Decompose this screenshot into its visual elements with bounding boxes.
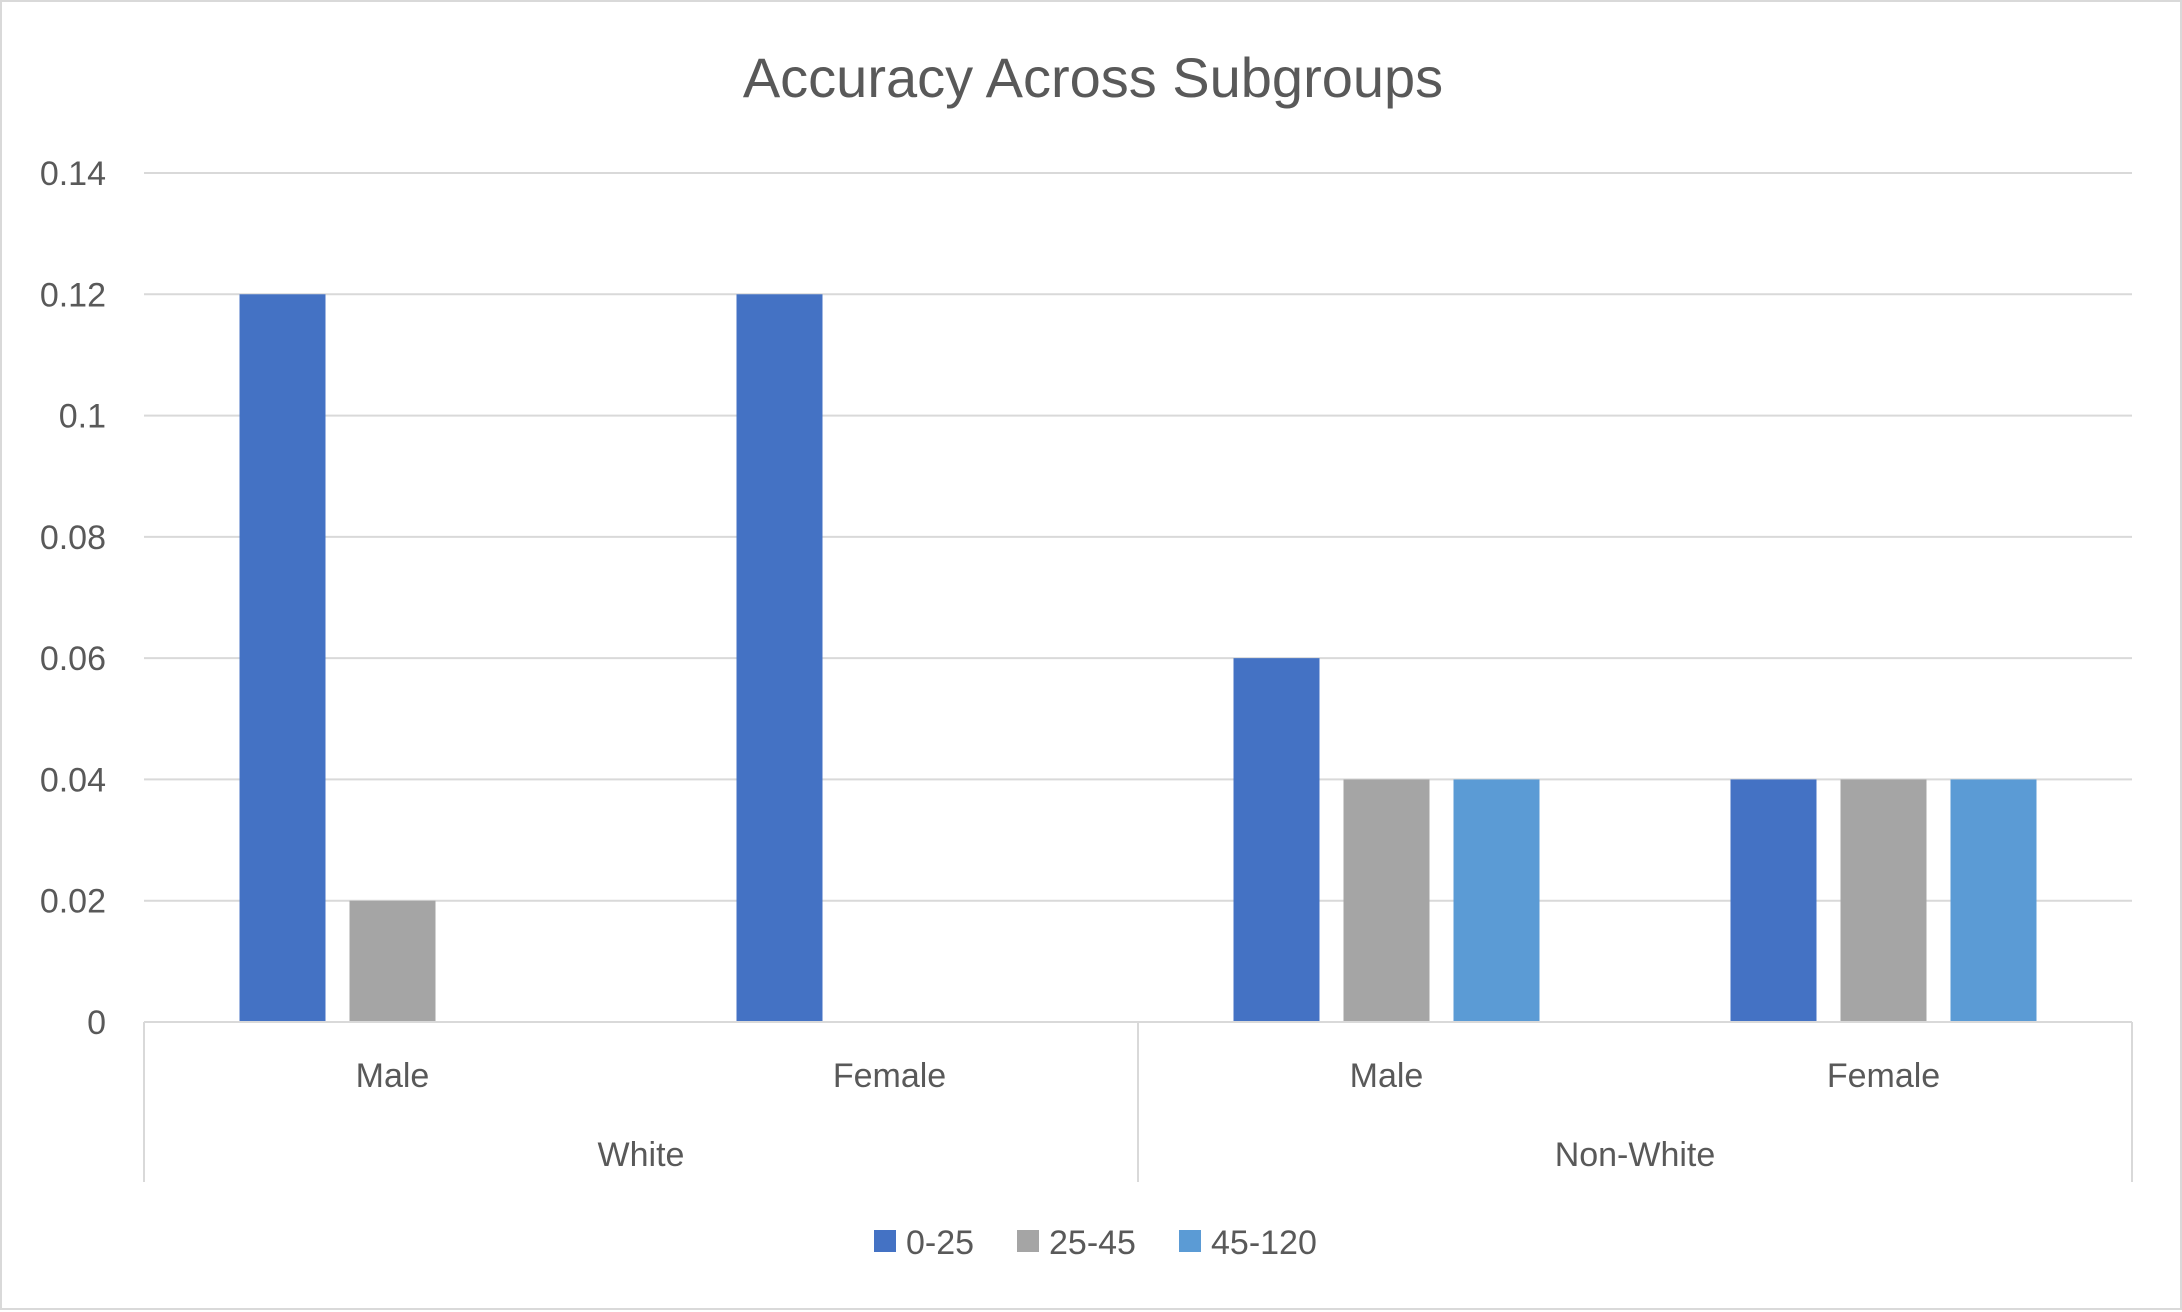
legend-swatch-0-25 (874, 1230, 896, 1252)
legend-label: 25-45 (1049, 1224, 1136, 1262)
bar-25-45-0 (349, 900, 436, 1022)
y-tick-label: 0.1 (59, 398, 106, 436)
legend: 0-25 25-45 45-120 (874, 1224, 1317, 1262)
legend-label: 45-120 (1211, 1224, 1317, 1262)
y-axis-ticks: 0 0.02 0.04 0.06 0.08 0.1 0.12 0.14 (40, 155, 106, 1042)
bar-0-25-2 (1233, 658, 1320, 1022)
bar-45-120-3 (1950, 779, 2037, 1022)
bar-25-45-3 (1840, 779, 1927, 1022)
x-category-label: Male (356, 1057, 430, 1095)
bar-45-120-2 (1453, 779, 1540, 1022)
y-tick-label: 0.06 (40, 640, 106, 678)
bar-0-25-3 (1730, 779, 1817, 1022)
y-tick-label: 0.14 (40, 155, 106, 193)
x-category-label: Male (1350, 1057, 1424, 1095)
bars (239, 294, 2037, 1022)
x-group-label: White (598, 1136, 685, 1174)
x-category-label: Female (1827, 1057, 1940, 1095)
bar-25-45-2 (1343, 779, 1430, 1022)
legend-swatch-25-45 (1017, 1230, 1039, 1252)
bar-0-25-1 (736, 294, 823, 1022)
x-group-label: Non-White (1555, 1136, 1716, 1174)
y-tick-label: 0.12 (40, 276, 106, 314)
y-tick-label: 0 (87, 1004, 106, 1042)
bar-0-25-0 (239, 294, 326, 1022)
y-tick-label: 0.04 (40, 761, 106, 799)
x-axis: Male Female Male Female White Non-White (143, 1021, 2133, 1182)
chart-title: Accuracy Across Subgroups (743, 46, 1443, 109)
gridlines (144, 172, 2132, 902)
legend-label: 0-25 (906, 1224, 974, 1262)
y-tick-label: 0.08 (40, 519, 106, 557)
legend-swatch-45-120 (1179, 1230, 1201, 1252)
x-category-label: Female (833, 1057, 946, 1095)
y-tick-label: 0.02 (40, 883, 106, 921)
